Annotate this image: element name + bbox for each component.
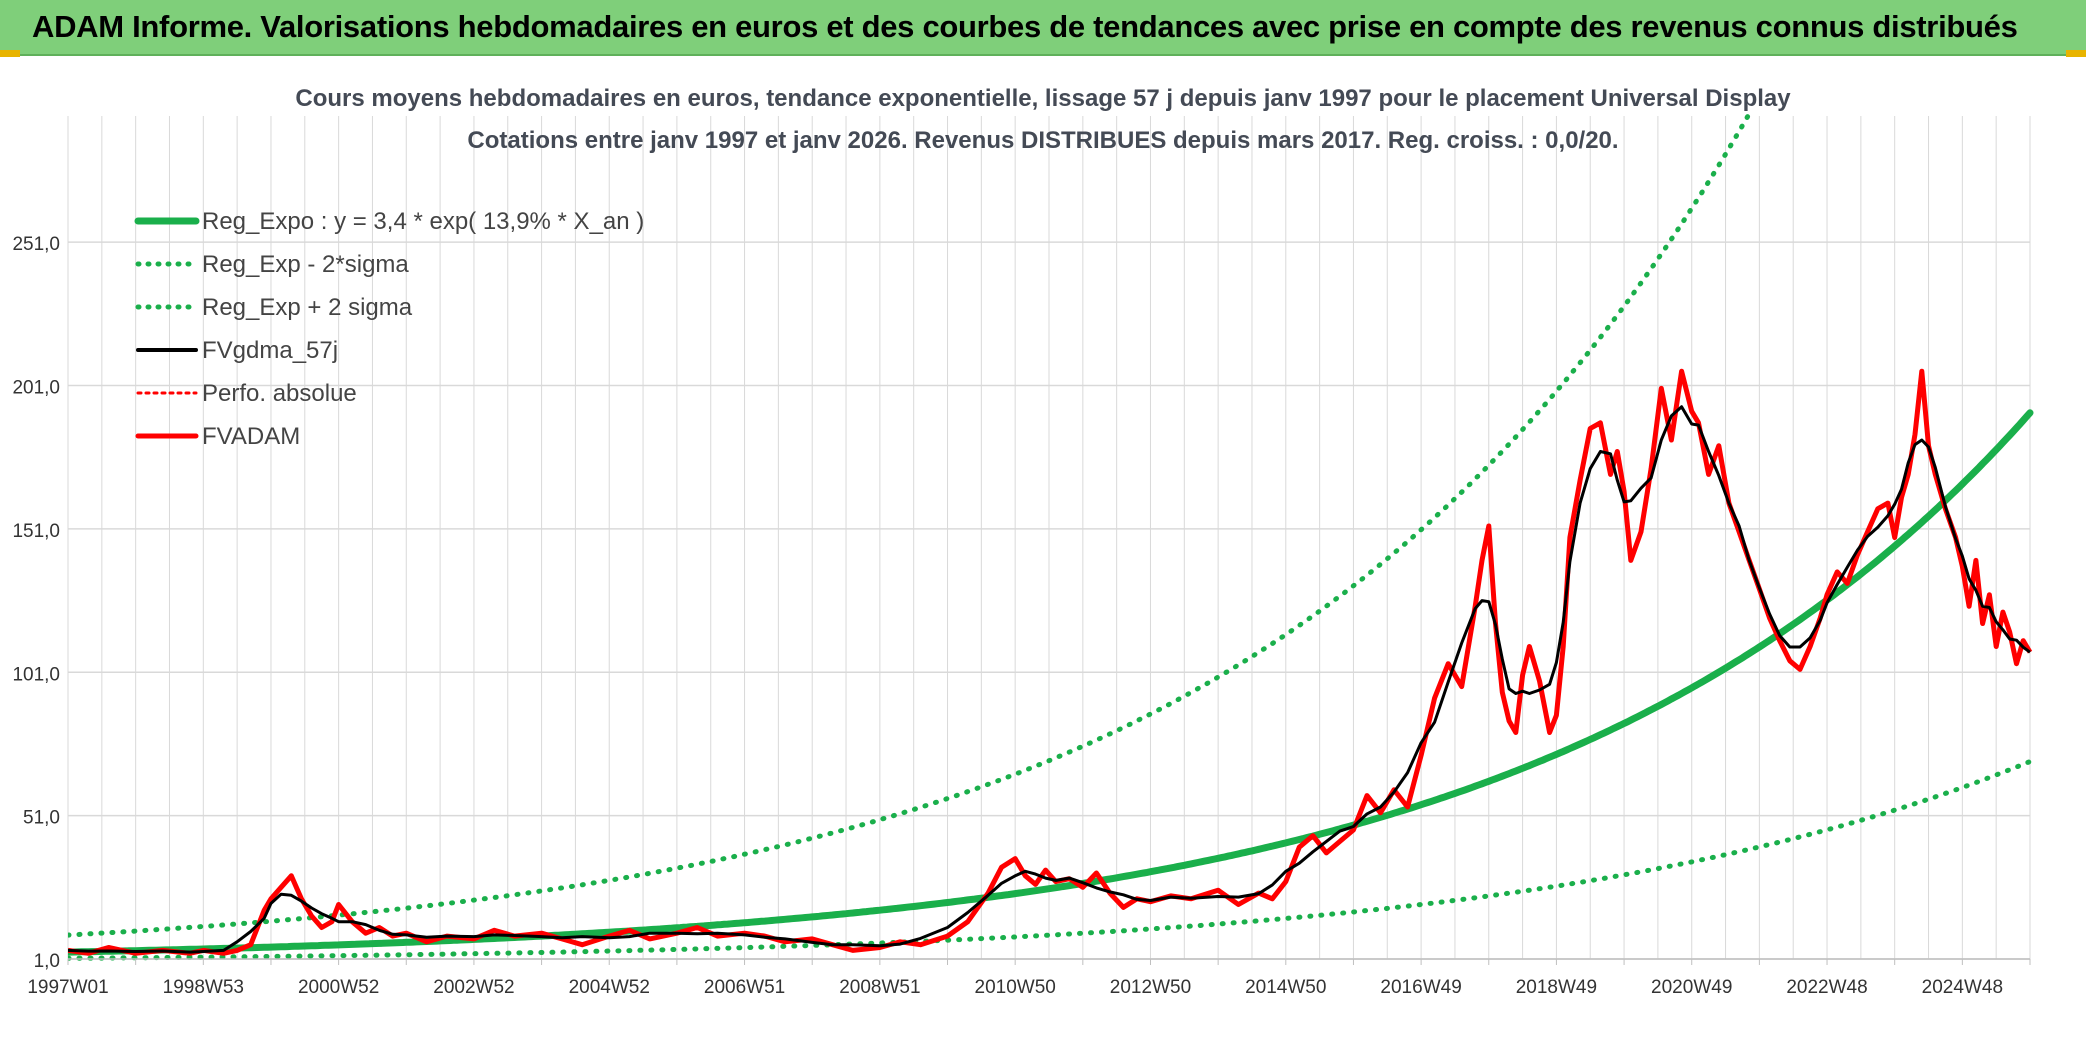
axes: 1,0 51,0 101,0 151,0 201,0 251,0 1997W01 1998W5…	[12, 234, 2031, 998]
x-tick-label: 1998W53	[163, 977, 244, 998]
report-banner: ADAM Informe. Valorisations hebdomadaire…	[0, 0, 2086, 56]
x-tick-label: 2010W50	[975, 977, 1056, 998]
x-tick-label: 2012W50	[1110, 977, 1191, 998]
legend-label: Reg_Expo : y = 3,4 * exp( 13,9% * X_an )	[202, 208, 644, 235]
y-tick-label: 1,0	[34, 951, 60, 972]
legend-label: Reg_Exp + 2 sigma	[202, 294, 413, 321]
y-tick-label: 101,0	[12, 664, 60, 685]
series	[68, 114, 2034, 961]
x-tick-label: 2020W49	[1651, 977, 1732, 998]
series-line-expo-regression	[68, 409, 2034, 956]
x-tick-label: 2008W51	[839, 977, 920, 998]
y-tick-label: 201,0	[12, 378, 60, 399]
x-tick-label: 2004W52	[569, 977, 650, 998]
legend: Reg_Expo : y = 3,4 * exp( 13,9% * X_an )…	[134, 208, 644, 450]
legend-label: FVADAM	[202, 423, 300, 450]
y-tick-label: 151,0	[12, 521, 60, 542]
x-tick-label: 2006W51	[704, 977, 785, 998]
corner-mark-left	[0, 50, 20, 57]
chart-title: Cours moyens hebdomadaires en euros, ten…	[295, 85, 1791, 112]
x-tick-label: 2024W48	[1922, 977, 2003, 998]
report-title: ADAM Informe. Valorisations hebdomadaire…	[32, 9, 2018, 44]
x-tick-label: 2000W52	[298, 977, 379, 998]
legend-label: Reg_Exp - 2*sigma	[202, 251, 409, 278]
x-tick-label: 2016W49	[1380, 977, 1461, 998]
x-tick-label: 2014W50	[1245, 977, 1326, 998]
series-line-expo-band	[68, 759, 2033, 961]
x-tick-label: 2022W48	[1786, 977, 1867, 998]
legend-label: Perfo. absolue	[202, 380, 357, 407]
chart: Cours moyens hebdomadaires en euros, ten…	[12, 85, 2034, 998]
series-line-fvgdma	[68, 405, 2031, 954]
x-tick-label: 2002W52	[433, 977, 514, 998]
legend-label: FVgdma_57j	[202, 337, 338, 364]
corner-mark-right	[2066, 50, 2086, 57]
y-tick-label: 251,0	[12, 234, 60, 255]
grid	[67, 116, 2031, 960]
chart-subtitle: Cotations entre janv 1997 et janv 2026. …	[467, 127, 1618, 154]
x-tick-label: 2018W49	[1516, 977, 1597, 998]
x-tick-label: 1997W01	[27, 977, 108, 998]
y-tick-label: 51,0	[23, 808, 60, 829]
series-line-expo-band	[68, 114, 1752, 938]
